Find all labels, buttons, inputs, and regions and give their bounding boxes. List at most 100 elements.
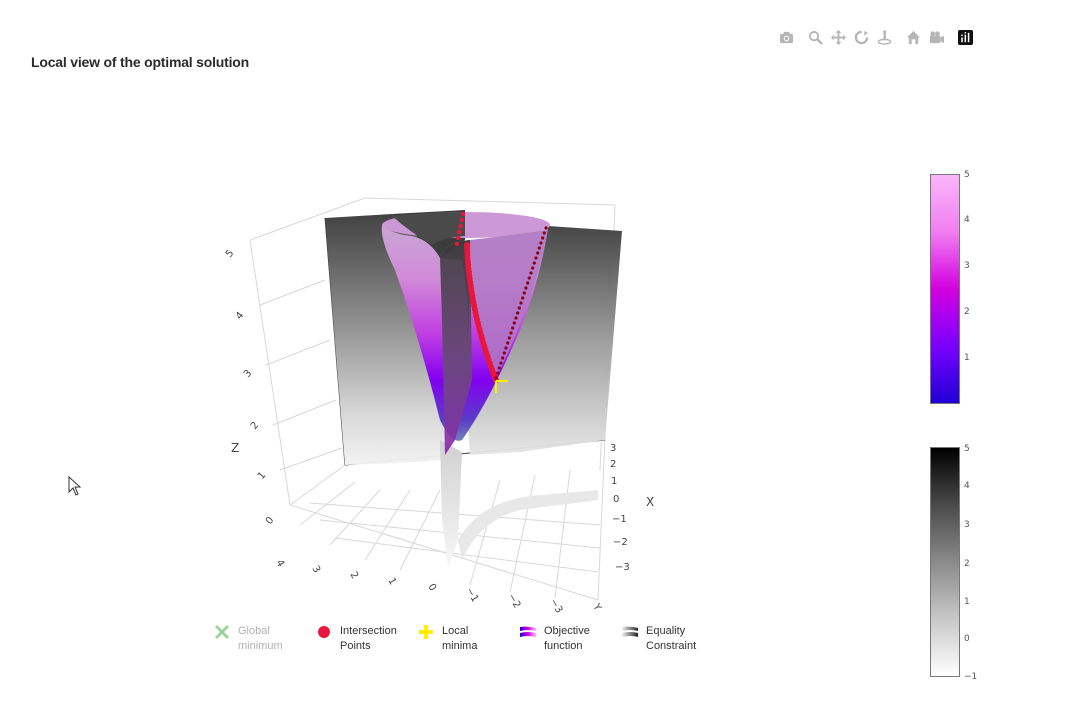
- intersection-point: [526, 281, 530, 285]
- z-tick: 3: [242, 368, 255, 380]
- x-tick: −1: [612, 514, 627, 525]
- legend-item-equality-constraint[interactable]: Equality Constraint: [620, 624, 706, 654]
- colorbar-tick: 5: [964, 170, 970, 180]
- colorbar-tick: 0: [964, 634, 970, 644]
- colorbar-tick: 3: [964, 520, 970, 530]
- pan-icon[interactable]: [828, 27, 848, 47]
- intersection-point: [544, 226, 548, 230]
- x-tick: −3: [615, 562, 630, 573]
- intersection-point: [456, 235, 461, 241]
- intersection-point: [527, 276, 531, 280]
- local-minimum-marker[interactable]: [494, 379, 508, 393]
- x-tick: 2: [610, 459, 616, 470]
- constraint-front-sheet: [440, 240, 472, 455]
- y-tick: −3: [547, 597, 564, 615]
- legend-item-local-minima[interactable]: Local minima: [416, 624, 502, 654]
- intersection-point: [534, 256, 538, 260]
- zoom-icon[interactable]: [805, 27, 825, 47]
- surface-colorscale-icon: [518, 624, 538, 640]
- legend-label: function: [544, 640, 583, 652]
- x-tick: −2: [613, 537, 628, 548]
- colorbar-tick: 5: [964, 444, 970, 454]
- home-icon[interactable]: [903, 27, 923, 47]
- intersection-point: [501, 356, 505, 360]
- intersection-point: [529, 271, 533, 275]
- intersection-point: [516, 311, 520, 315]
- legend-item-intersection-points[interactable]: Intersection Points: [314, 624, 400, 654]
- y-tick: −1: [463, 586, 480, 604]
- constraint-colorbar: 5 4 3 2 1 0 −1: [930, 444, 977, 682]
- z-tick: 4: [234, 310, 247, 322]
- camera-icon[interactable]: [776, 27, 796, 47]
- intersection-point: [524, 286, 528, 290]
- surface-colorscale-icon: [620, 624, 640, 640]
- intersection-point: [542, 231, 546, 235]
- x-axis-title: X: [646, 495, 654, 509]
- objective-inner-wall: [392, 212, 465, 245]
- legend-label: Points: [340, 640, 371, 652]
- x-tick: 3: [610, 443, 616, 454]
- colorbar-tick: 1: [964, 597, 970, 607]
- intersection-point: [531, 266, 535, 270]
- intersection-points[interactable]: [454, 211, 548, 383]
- intersection-point: [536, 251, 540, 255]
- x-tick: 1: [611, 476, 617, 487]
- x-axis-ticks: 3 2 1 0 −1 −2 −3: [610, 443, 630, 573]
- equality-constraint-lower-right[interactable]: [458, 490, 598, 560]
- intersection-point: [458, 223, 463, 229]
- plotly-logo-icon[interactable]: [955, 27, 975, 47]
- intersection-point: [532, 261, 536, 265]
- z-tick: 2: [249, 420, 262, 432]
- intersection-point: [496, 371, 500, 375]
- legend-label: minimum: [238, 640, 283, 652]
- objective-colorbar-gradient: [930, 174, 960, 404]
- colorbar-tick: −1: [964, 672, 978, 682]
- intersection-point: [519, 301, 523, 305]
- intersection-point: [517, 306, 521, 310]
- legend-label: minima: [442, 640, 478, 652]
- y-tick: Y: [590, 601, 604, 613]
- cross-marker-icon: [416, 624, 436, 640]
- legend-label: Local: [442, 625, 469, 637]
- grid-lines: [249, 197, 616, 601]
- legend-label: Objective: [544, 625, 590, 637]
- y-tick: 1: [385, 576, 398, 587]
- intersection-point: [454, 241, 460, 247]
- legend-label: Equality: [646, 625, 686, 637]
- intersection-point: [497, 366, 501, 370]
- colorbar-tick: 4: [964, 481, 970, 491]
- z-tick: 5: [224, 248, 237, 260]
- modebar: [776, 27, 978, 47]
- intersection-point: [541, 236, 545, 240]
- colorbar-tick: 1: [964, 353, 970, 363]
- mouse-cursor-icon: [68, 475, 82, 501]
- objective-colorbar: 5 4 3 2 1: [930, 170, 970, 404]
- video-camera-icon[interactable]: [926, 27, 946, 47]
- y-tick: 3: [309, 564, 322, 575]
- colorbar-tick: 2: [964, 307, 970, 317]
- intersection-point: [502, 351, 506, 355]
- turntable-icon[interactable]: [874, 27, 894, 47]
- legend-item-objective-function[interactable]: Objective function: [518, 624, 604, 654]
- objective-inner-right: [470, 230, 548, 380]
- orbit-icon[interactable]: [851, 27, 871, 47]
- intersection-point: [537, 246, 541, 250]
- legend-label: Constraint: [646, 640, 697, 652]
- colorbar-tick: 4: [964, 215, 970, 225]
- intersection-point: [506, 341, 510, 345]
- z-axis-title: Z: [231, 441, 239, 455]
- legend-label: Global: [238, 625, 270, 637]
- circle-marker-icon: [314, 624, 334, 640]
- equality-constraint-lower[interactable]: [440, 440, 462, 568]
- chart-title: Local view of the optimal solution: [31, 54, 249, 70]
- intersection-point: [514, 316, 518, 320]
- colorbar-tick: 3: [964, 261, 970, 271]
- intersection-point: [507, 336, 511, 340]
- legend: Global minimum Intersection Points Local mi…: [212, 624, 722, 654]
- z-tick: 1: [256, 470, 269, 482]
- y-tick: 4: [273, 558, 286, 569]
- y-tick: 2: [347, 570, 360, 581]
- intersection-point: [521, 296, 525, 300]
- legend-item-global-minimum[interactable]: Global minimum: [212, 624, 298, 654]
